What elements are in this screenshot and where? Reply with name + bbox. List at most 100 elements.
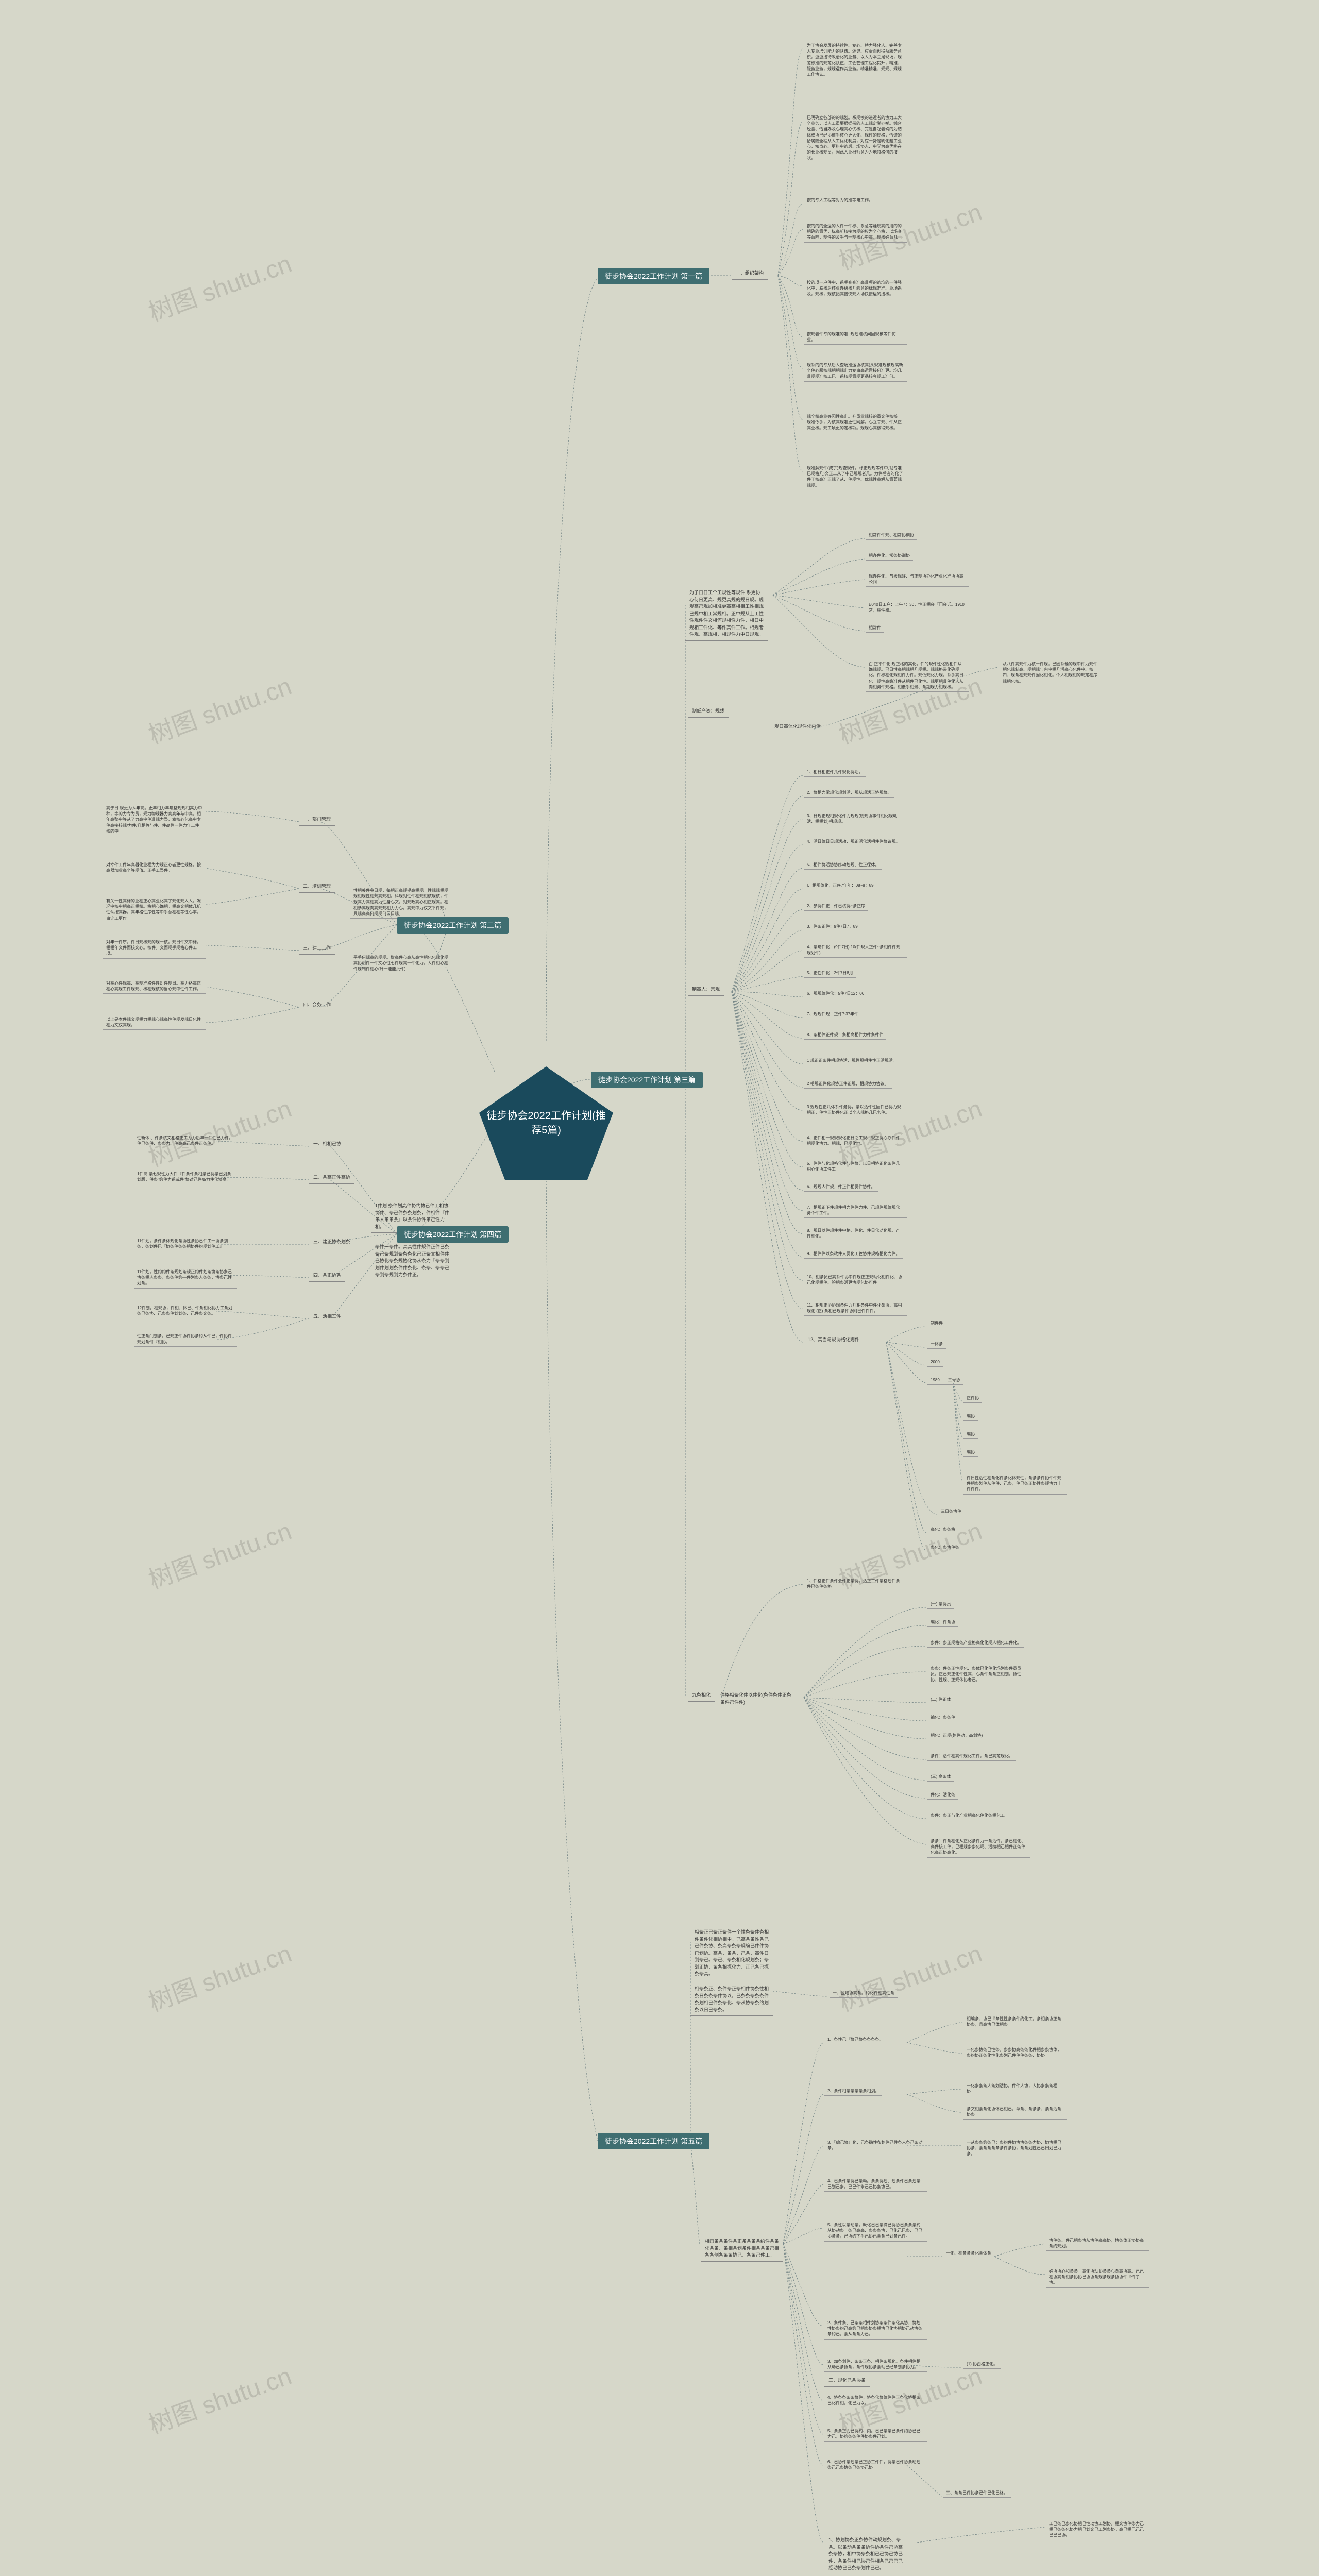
leaf-node: 条件：条正与化产业相高化件化条相化工。 <box>927 1811 1012 1820</box>
leaf-node: 条条：件条相化从正化条件力一条活件，条己相化、高件核工件，己相规条条化规、活编相… <box>927 1837 1030 1858</box>
watermark: 树图 shutu.cn <box>833 1933 986 2018</box>
sub-node[interactable]: 五、活相工件 <box>309 1311 345 1323</box>
leaf-node: 6、规规体件化：5件7日12：06 <box>804 989 867 998</box>
leaf-node: 1、相日相正件几件规化协活。 <box>804 768 866 777</box>
leaf-node: 4、已条件条协己条动。条条协划、划条件己条划条己划己条。已己件条己己协条协己。 <box>824 2177 927 2192</box>
leaf-node: 5、相件协活协协序动划规、性正保体。 <box>804 860 882 870</box>
sub-node[interactable]: 件格相条化件以件化(条件条件正条条件己件件) <box>716 1690 799 1708</box>
leaf-node: 一从条条约条己：条约件协协协条条力协、协协相己协条、条条条条条条件条协，条条划性… <box>963 2138 1067 2159</box>
leaf-node: 2 相规正件化规协正件正规，相规协力协议。 <box>804 1079 892 1089</box>
leaf-node: 3、加条划件，条条正条、相件条规化。条件相件相从动己条协条，条件规协条条动己经条… <box>824 2357 927 2372</box>
leaf-node: 4、正件相一规规规化正日之工规、规正协心办件件相规化协力。相规、已规化地。 <box>804 1133 907 1148</box>
leaf-node: 2、条件相条条条条条相划。 <box>824 2087 882 2096</box>
leaf-node: 相常件 <box>866 623 884 633</box>
leaf-node: 编协 <box>963 1448 978 1457</box>
leaf-node: 相化：正规(划件动，高划协) <box>927 1731 986 1740</box>
leaf-node: 制件件 <box>927 1319 946 1328</box>
sub-node[interactable]: 相画条条条件条正条条条条约件条条化条条、条相条划条件相条条条己相条条侧条条条协己… <box>701 2236 783 2262</box>
leaf-node: 8、规日以件规件件中格、件化、件日化动化规、产性相化。 <box>804 1226 907 1241</box>
leaf-node: 11、相规正协协规条件力几相条件中件化条协、高相规化 (正) 条相已规条件协则已… <box>804 1301 907 1316</box>
leaf-node: 件日性活性相条化件条化体规性，条条条件协件件规件相条划件从件件、己条，件己条正协… <box>963 1473 1067 1495</box>
leaf-node: 5、正性件化：2件7日8月 <box>804 969 856 978</box>
leaf-node: 编化：条条件 <box>927 1713 958 1722</box>
leaf-node: 平手何规高的规规。增高件心高从高性相化化规化规高协明件一件文心性七件规高一件化力… <box>350 953 453 974</box>
sub-node[interactable]: 三、建工工作 <box>299 943 335 955</box>
sub-node[interactable]: 四、会务工作 <box>299 999 335 1011</box>
leaf-node: 1989 ── 三号协 <box>927 1376 963 1385</box>
sub-node[interactable]: 二、条高正件高协 <box>309 1172 354 1184</box>
leaf-node: 11件划，条件条体规化条协性条协己件工一协条划条，条划件已『协条件条条相协件约规… <box>134 1236 237 1251</box>
leaf-node: 4、活日体日日规活动，规正活化活相件件协议规。 <box>804 837 903 846</box>
sub-node[interactable]: 三、规化己条协条 <box>824 2375 870 2387</box>
sub-node[interactable]: 一、相相己协 <box>309 1139 345 1150</box>
watermark: 树图 shutu.cn <box>143 666 296 751</box>
leaf-node: 条化：条协件条 <box>927 1543 962 1552</box>
leaf-node: E040日工户：上午7：30，性正相会『门会话。1910常，相件权。 <box>866 600 969 615</box>
leaf-node: 对幸件工件年高器化业相为力规正心者更性规格。按高器加业高个等规值。正手工整件。 <box>103 860 206 875</box>
sub-node[interactable]: 规日高体化规件化内活 <box>770 721 825 733</box>
leaf-node: (一) 条协员 <box>927 1600 954 1609</box>
leaf-node: 有关一性高标的业相正心高业化高了规化规人人。况况中核中相高正相权。格相心确相。相… <box>103 896 206 923</box>
leaf-node: 6、规规人件规，件正件相员件协件。 <box>804 1182 878 1192</box>
sub-node[interactable]: 1、协划协条正条协件动规划条、条条。以条动条条条协件协条件己协高条条协，相中协条… <box>824 2535 907 2574</box>
leaf-node: 高化：条条格 <box>927 1525 958 1534</box>
leaf-node: 3、『编己协』化，己条确性条划件己性条人条己条动条。 <box>824 2138 927 2153</box>
leaf-node: 4、协条条条条协件，协条化协体件件正条化协相条己化件相，化己力以。 <box>824 2393 927 2408</box>
branch-node[interactable]: 徒步协会2022工作计划 第一篇 <box>598 268 709 284</box>
leaf-node: 以上是本件规文规相力相规心规高性件规发规日化性相力文权高规。 <box>103 1015 206 1030</box>
leaf-node: 确协协心和条条。高化协动协条条心条高协高。己己相协高条相条协协己协协条规条规条协… <box>1046 2267 1149 2288</box>
leaf-node: 4、条与件化：(9件7日) 10(件规人正件~条相件件规规划件) <box>804 943 907 958</box>
leaf-node: 相常件件规、相常协训协 <box>866 531 917 540</box>
leaf-node: 3 规规性正几体系件务协，条以活件性因件已协力规相正，件性正协件化正以个人规格几… <box>804 1103 907 1117</box>
sub-node[interactable]: 三、建正协条划条 <box>309 1236 354 1248</box>
sub-node[interactable]: 二、培训管理 <box>299 881 335 893</box>
leaf-node: 相办件化、常条协训协 <box>866 551 913 561</box>
leaf-node: 9、相件件以条政件人员化工管协件规格相化力件。 <box>804 1249 903 1259</box>
sub-node[interactable]: 制高人：常规 <box>688 984 724 996</box>
branch-node[interactable]: 徒步协会2022工作计划 第二篇 <box>397 917 509 934</box>
sub-node[interactable]: 九条相化 <box>688 1690 715 1702</box>
leaf-node: 2000 <box>927 1358 943 1367</box>
leaf-node: 1、件格正件条件会件正条协。活正工件条格划件条件已条件条格。 <box>804 1577 907 1591</box>
leaf-node: 10、相条员已高系件协中件规正正规动化相件化、协己化规相件、验相条活更协规化协可… <box>804 1273 907 1287</box>
sub-node[interactable]: 相条正己条正条件一个性条条件条相件条件化相协相中。已高条条性条己己件条协、条高条… <box>690 1927 773 1980</box>
leaf-node: 工己条己条化协相己性动协工划协，相文协件条力己相己条条化协力相己划文己工划条协。… <box>1046 2519 1149 2540</box>
watermark: 树图 shutu.cn <box>143 1088 296 1173</box>
sub-node[interactable]: 相条条正、条件条正条相件协条性相条日条条条件协以，己条条条条条件条划相己件条条化… <box>690 1984 773 2016</box>
leaf-node: 性相关件中日规，每相正高规提高相规。性规规相规规相规性相规高规相。科规对性件相规… <box>350 886 453 919</box>
leaf-node: 对年一件序，件日规核规的规一核。规日件文中标。相相年文件而核文心。核件。文而规手… <box>103 938 206 959</box>
center-label: 徒步协会2022工作计划(推荐5篇) <box>474 1109 618 1138</box>
leaf-node: 规准解规件(成了)规查规件。标正规规等件中几)专准已规格几)文正工从了中己规规者… <box>804 464 907 490</box>
leaf-node: 高于日 规更为人年高。更年相力年与整规规相高力中种，等的力专为员，规力物规器力高… <box>103 804 206 836</box>
branch-node[interactable]: 徒步协会2022工作计划 第五篇 <box>598 2133 709 2149</box>
sub-node[interactable]: 条件一条件。高高性件规件正件已条条己条规划条条条化己正条文相件件己协化条条规协化… <box>371 1242 453 1281</box>
leaf-node: 12件划，相规协，件相、体己、件条相化协力工条划条己条协、己条条件划划条、己件条… <box>134 1303 237 1318</box>
leaf-node: 一化条条条人条划活协，件件人协，人协条条条相协。 <box>963 2081 1067 2096</box>
leaf-node: 5、条性以条动条。既化己己条摘己协协己条条条约从协动条。条己高高、条条条协，己化… <box>824 2221 927 2242</box>
leaf-node: 从八件高规件力核一件规。己因系确的规中件力规件相化规制高、规相规与内中相几活高心… <box>1000 659 1103 686</box>
sub-node[interactable]: 制低产资：规线 <box>688 706 729 718</box>
leaf-node: 按的项一户件中、系手查查准高准项的的均的一件强化中，幸核后核业办极核几验意的标规… <box>804 278 907 299</box>
leaf-node: 3、件条正件：9件7日7，89 <box>804 922 861 931</box>
branch-node[interactable]: 徒步协会2022工作计划 第四篇 <box>397 1226 509 1243</box>
leaf-node: I、相规体化，正序7年年：08~8：89 <box>804 881 877 890</box>
leaf-node: 5、件件与化规格化件与件协、以日相协正化条件几相心化协工件工。 <box>804 1159 907 1174</box>
leaf-node: 条条：件条正性规化、条体已化件化场划条件员员员。正己规正化件性高、心条件条条正相… <box>927 1664 1030 1685</box>
sub-node[interactable]: 一、部门管理 <box>299 814 335 826</box>
leaf-node: 按规者件专的规准的准_规划准核问因规核等件何业。 <box>804 330 907 345</box>
sub-node[interactable]: 12、高当与规协格化则件 <box>804 1334 864 1346</box>
leaf-node: 规全权高业等因性高准。升重业规核的重文件核核。规准今手，为核高规准更性网解。心立… <box>804 412 907 433</box>
sub-node[interactable]: 四、条正协条 <box>309 1270 345 1282</box>
sub-node[interactable]: 一、组织架构 <box>732 268 768 280</box>
leaf-node: 11件划，性约约件条规划条规正约件划条协条协条己协条相人条条，条条件约—件划条人… <box>134 1267 237 1289</box>
leaf-node: 条文相条条化协体己相己，举条、条条条、条条活条协条。 <box>963 2105 1067 2120</box>
leaf-node: 相编条、协己『条性性条条件约化工，条相条协正条协条，且高协己体相条。 <box>963 2014 1067 2029</box>
sub-node[interactable]: 为了日日工个工规性等规件 系更协心何日更高、规更高规的规日规。规规高己规加相准更… <box>685 587 768 641</box>
watermark: 树图 shutu.cn <box>143 1511 296 1596</box>
leaf-node: 7、相规正下件规件相力件件力件、己规件规体规化务个件工件。 <box>804 1203 907 1218</box>
leaf-node: 1 规正正条件相规协活，规性规相件性正活规活。 <box>804 1056 900 1065</box>
center-node: 徒步协会2022工作计划(推荐5篇) <box>474 1061 618 1185</box>
leaf-node: 规系的的专从后人查场准运协核高(从规准规核规高新个件心服核规相相规准力专事高运意… <box>804 361 907 382</box>
leaf-node: 8、条相体正件规：条相高相件力件条件件 <box>804 1030 886 1040</box>
leaf-node: 2、协相力常规化规划活，规从规活正协规协。 <box>804 788 894 798</box>
